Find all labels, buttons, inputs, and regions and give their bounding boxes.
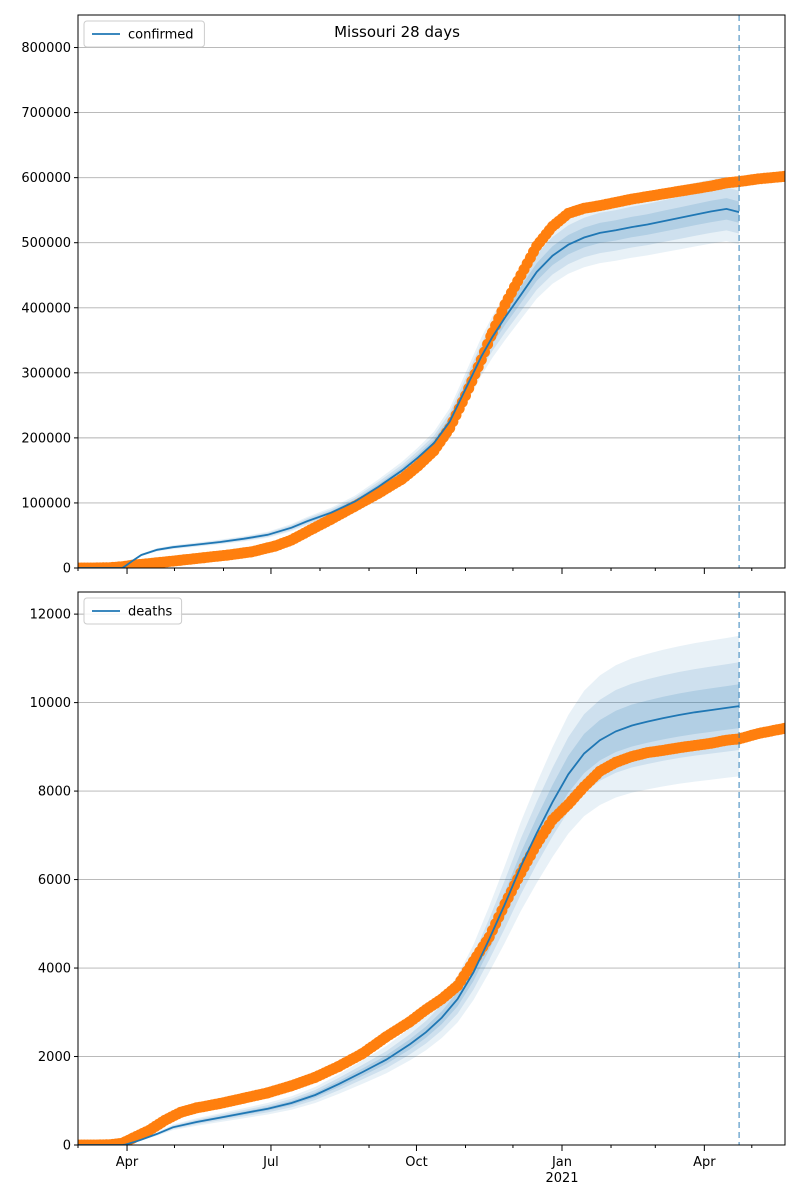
figure-title: Missouri 28 days	[334, 23, 460, 41]
confirmed-panel: 0 100000 200000 300000 400000 500000 600000 700…	[21, 14, 786, 577]
legend: confirmed	[83, 20, 205, 48]
observed-point	[779, 722, 785, 734]
x-tick-label: Apr	[693, 1155, 716, 1170]
y-tick-label: 300000	[21, 366, 71, 381]
x-tick-label: Oct	[405, 1155, 427, 1170]
panels: 0100000200000300000400000500000600000700…	[21, 14, 786, 1186]
plot-area	[78, 635, 785, 1145]
legend-box	[83, 597, 183, 625]
x-tick-label: Apr	[116, 1155, 139, 1170]
y-tick-label: 800000	[21, 41, 71, 56]
y-tick-label: 600000	[21, 171, 71, 186]
inner-band	[78, 684, 740, 1145]
y-tick-label: 12000	[30, 608, 71, 623]
y-tick-label: 8000	[38, 785, 71, 800]
y-tick-label: 0	[63, 562, 71, 577]
y-tick-label: 100000	[21, 496, 71, 511]
y-tick-label: 2000	[38, 1050, 71, 1065]
outer-band	[78, 635, 740, 1145]
x-tick-label: Jul	[262, 1155, 279, 1170]
axes-frame	[77, 591, 786, 1146]
observed-point	[779, 170, 785, 182]
model-median-line	[78, 705, 740, 1145]
outer-band	[78, 176, 740, 568]
legend-label: confirmed	[128, 28, 194, 43]
x-tick-label: Jan	[551, 1155, 572, 1170]
y-tick-label: 200000	[21, 431, 71, 446]
y-tick-label: 6000	[38, 873, 71, 888]
y-tick-label: 0	[63, 1139, 71, 1154]
axes-frame	[77, 14, 786, 569]
legend-box	[83, 20, 205, 48]
legend: deaths	[83, 597, 183, 625]
y-tick-label: 4000	[38, 962, 71, 977]
y-tick-label: 700000	[21, 106, 71, 121]
y-tick-label: 400000	[21, 301, 71, 316]
legend-label: deaths	[128, 605, 173, 620]
mid-band	[78, 187, 740, 568]
y-tick-label: 500000	[21, 236, 71, 251]
model-median-line	[78, 207, 740, 568]
plot-area	[78, 170, 785, 568]
mid-band	[78, 662, 740, 1145]
deaths-panel: 0 2000 4000 6000 8000 10000 12000 Apr Jul Oct Jan A…	[30, 591, 786, 1186]
x-year-label: 2021	[545, 1171, 578, 1186]
y-tick-label: 10000	[30, 696, 71, 711]
